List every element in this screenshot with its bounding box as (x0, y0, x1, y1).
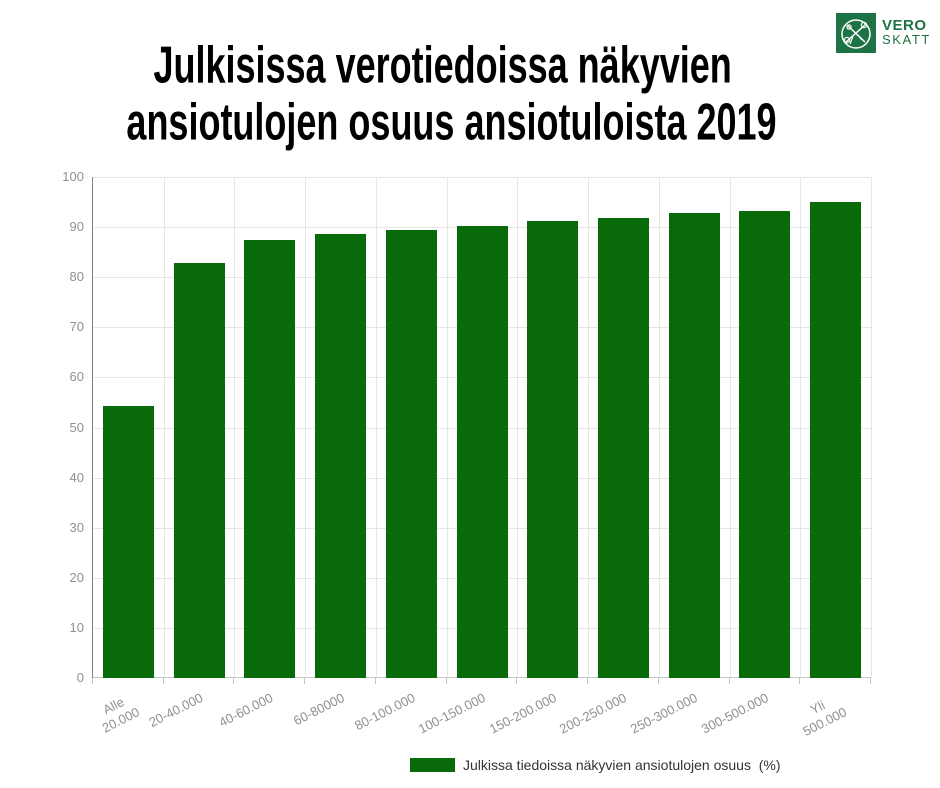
chart-title-line-2: ansiotulojen osuus ansiotuloista 2019 (126, 92, 777, 152)
y-axis-label: 90 (69, 219, 84, 235)
x-axis-tick (233, 678, 235, 684)
x-gridline (800, 177, 802, 678)
x-gridline (729, 177, 731, 678)
x-gridline (517, 177, 519, 678)
x-axis-tick (374, 678, 376, 684)
x-axis-label: 300-500.000 (698, 690, 771, 737)
logo-vero-text: VERO (882, 17, 927, 34)
x-axis-label: 40-60.000 (216, 690, 276, 730)
y-axis-label: 50 (69, 419, 84, 435)
x-gridline (588, 177, 590, 678)
x-axis-tick (657, 678, 659, 684)
bar (668, 213, 720, 678)
x-gridline (234, 177, 236, 678)
chart-title: Julkisissa verotiedoissa näkyvien ansiot… (0, 35, 885, 152)
x-axis-label: 250-300.000 (628, 690, 700, 737)
x-axis-label: Alle 20.000 (99, 694, 142, 736)
x-axis-label: 20-40.000 (145, 690, 205, 730)
x-axis-tick (445, 678, 447, 684)
x-axis-label: 80-100.000 (351, 690, 418, 734)
x-axis-tick (587, 678, 589, 684)
bar (739, 210, 791, 678)
legend: Julkissa tiedoissa näkyvien ansiotulojen… (410, 757, 781, 773)
y-axis-label: 40 (69, 469, 84, 485)
x-axis-tick (304, 678, 306, 684)
vero-logo-text: VERO SKATT (882, 13, 931, 47)
x-axis-label: 200-250.000 (557, 690, 630, 737)
x-axis-tick (799, 678, 801, 684)
x-gridline (446, 177, 448, 678)
chart: 0 10 20 30 40 50 60 70 80 90 100 Alle 20.000 20-40.0… (0, 165, 940, 788)
vero-emblem-icon (836, 13, 876, 53)
y-axis-label: 10 (69, 619, 84, 635)
bar (385, 230, 437, 678)
x-gridline (375, 177, 377, 678)
x-axis-label: 60-80000 (290, 690, 347, 729)
y-axis-label: 80 (69, 269, 84, 285)
x-axis-tick (870, 678, 871, 684)
x-axis-tick (516, 678, 518, 684)
bar (597, 217, 649, 678)
x-gridline (305, 177, 307, 678)
y-axis-label: 20 (69, 569, 84, 585)
bar (810, 201, 862, 678)
y-axis-label: 100 (62, 169, 84, 184)
y-axis-label: 60 (69, 369, 84, 385)
bar (244, 239, 296, 678)
y-axis-label: 30 (69, 519, 84, 535)
x-axis-label: Yli 500.000 (800, 697, 849, 739)
chart-title-line-1: Julkisissa verotiedoissa näkyvien (153, 35, 732, 95)
vero-logo: VERO SKATT (836, 13, 931, 53)
x-axis-label: 150-200.000 (486, 690, 559, 737)
bar (102, 406, 154, 678)
x-axis-label: 100-150.000 (415, 690, 488, 737)
legend-label: Julkissa tiedoissa näkyvien ansiotulojen… (463, 757, 781, 773)
vero-logo-square (836, 13, 876, 53)
legend-swatch (410, 758, 455, 772)
y-gridline (93, 177, 871, 178)
x-gridline (163, 177, 165, 678)
y-axis-label: 0 (76, 670, 84, 685)
bar (456, 226, 508, 678)
x-gridline (658, 177, 660, 678)
x-axis-tick (162, 678, 164, 684)
bar (173, 263, 225, 678)
logo-skatt-text: SKATT (882, 32, 931, 47)
y-axis-label: 70 (69, 319, 84, 335)
x-axis-tick (92, 678, 93, 684)
x-axis-tick (728, 678, 730, 684)
bar (315, 234, 367, 678)
plot-area (92, 177, 872, 678)
bar (527, 221, 579, 678)
x-gridline (871, 177, 872, 678)
